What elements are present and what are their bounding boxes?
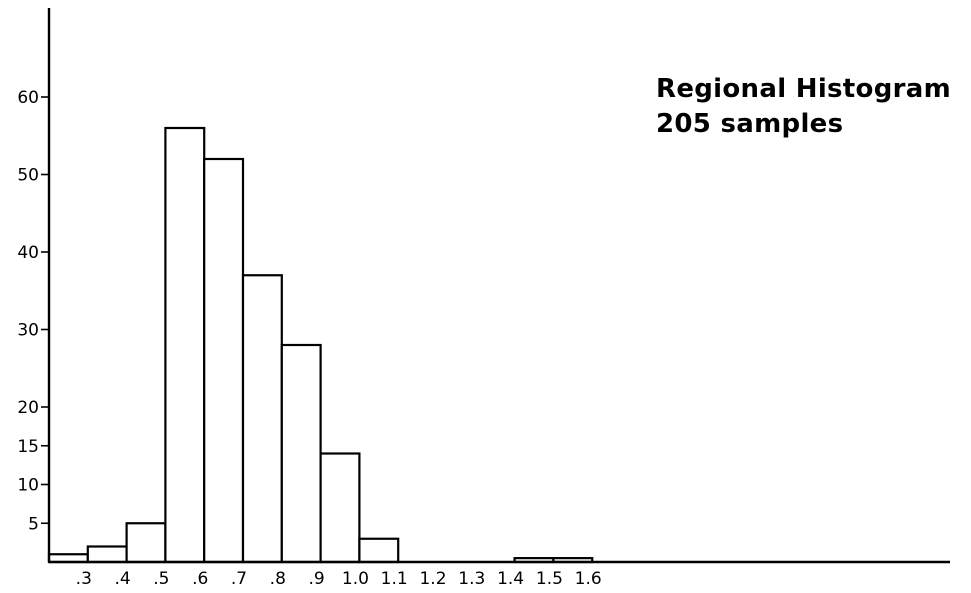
- x-tick-label: .6: [192, 569, 208, 589]
- x-tick-label: 1.4: [497, 569, 524, 589]
- y-tick-label: 50: [17, 166, 39, 186]
- y-axis: 5 10 15 20 30 40 50 60: [17, 8, 51, 562]
- histogram-bar: [241, 274, 283, 564]
- histogram-bars: [47, 126, 594, 564]
- y-tick-label: 20: [17, 398, 39, 418]
- x-tick-label: 1.2: [419, 569, 446, 589]
- x-tick-label: .7: [231, 569, 247, 589]
- histogram-bar: [203, 157, 245, 564]
- x-tick-label: 1.3: [458, 569, 485, 589]
- x-axis: .3 .4 .5 .6 .7 .8 .9 1.0 1.1 1.2 1.3 1.4 1.5 1.6: [49, 560, 950, 589]
- histogram-bar: [125, 522, 167, 564]
- chart-subtitle: 205 samples: [656, 109, 844, 139]
- chart-title-block: Regional Histogram 205 samples: [656, 72, 951, 142]
- y-tick-label: 10: [17, 476, 39, 496]
- x-tick-label: .9: [308, 569, 324, 589]
- histogram-bar: [358, 537, 400, 564]
- x-tick-label: .3: [76, 569, 92, 589]
- y-tick-label: 40: [17, 243, 39, 263]
- y-tick-label: 5: [28, 514, 39, 534]
- histogram-bar: [319, 452, 361, 564]
- histogram-bar: [164, 126, 206, 564]
- chart-title: Regional Histogram: [656, 74, 951, 104]
- histogram-bar: [86, 545, 128, 564]
- histogram-bar: [280, 343, 322, 564]
- y-tick-label: 60: [17, 88, 39, 108]
- x-tick-label: 1.0: [342, 569, 369, 589]
- y-tick-label: 30: [17, 321, 39, 341]
- x-tick-label: .4: [114, 569, 130, 589]
- x-tick-label: 1.1: [381, 569, 408, 589]
- x-tick-label: .8: [270, 569, 286, 589]
- y-tick-label: 15: [17, 437, 39, 457]
- x-tick-label: 1.6: [575, 569, 602, 589]
- x-tick-label: .5: [153, 569, 169, 589]
- x-tick-label: 1.5: [536, 569, 563, 589]
